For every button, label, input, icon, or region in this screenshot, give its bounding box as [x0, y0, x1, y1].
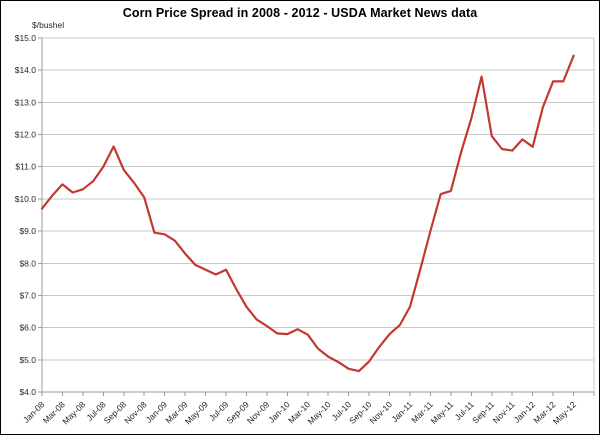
x-tick-label: Nov-10	[368, 399, 395, 426]
x-tick-label: Nov-09	[245, 399, 272, 426]
x-tick-label: Nov-08	[122, 399, 149, 426]
y-tick-label: $14.0	[15, 65, 37, 75]
y-tick-label: $5.0	[19, 355, 36, 365]
x-tick-label: May-08	[60, 399, 87, 426]
price-spread-line	[40, 54, 575, 373]
x-tick-label: Nov-11	[491, 399, 517, 425]
y-tick-label: $12.0	[15, 130, 37, 140]
y-tick-label: $6.0	[19, 323, 36, 333]
x-tick-label: May-09	[183, 399, 210, 426]
x-tick-label: May-10	[306, 399, 333, 426]
x-tick-label: May-12	[551, 399, 578, 426]
y-tick-label: $7.0	[19, 290, 36, 300]
y-tick-label: $10.0	[15, 194, 37, 204]
y-tick-label: $13.0	[15, 97, 37, 107]
y-axis-unit-label: $/bushel	[32, 20, 65, 30]
y-tick-label: $9.0	[19, 226, 36, 236]
chart-title: Corn Price Spread in 2008 - 2012 - USDA …	[122, 6, 478, 20]
y-tick-label: $8.0	[19, 258, 36, 268]
y-tick-label: $11.0	[15, 162, 36, 172]
y-tick-label: $4.0	[19, 387, 36, 397]
x-tick-label: May-11	[429, 399, 456, 426]
y-tick-label: $15.0	[15, 33, 37, 43]
